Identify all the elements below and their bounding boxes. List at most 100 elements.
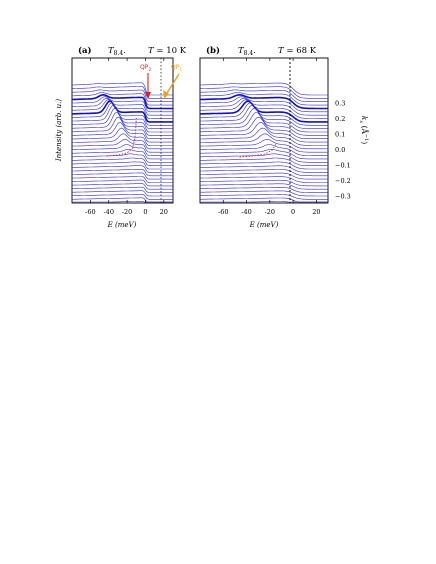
panel-a-curves: [71, 82, 173, 203]
edc-curve: [200, 82, 328, 96]
qp1-arrow: [163, 73, 180, 99]
edc-curve: [72, 161, 173, 170]
kx-tick-label: 0.3: [335, 100, 345, 108]
edc-curve: [200, 153, 328, 163]
right-axis-label: kx (Å−1): [358, 116, 369, 144]
edc-curve: [71, 104, 173, 129]
edc-curve: [200, 144, 328, 156]
x-tick-label: 0: [143, 208, 147, 216]
edc-curve: [199, 194, 328, 200]
panel-a-frame: [71, 57, 174, 204]
x-tick-label: -20: [122, 208, 132, 216]
edc-curve: [200, 116, 328, 139]
edc-curve: [71, 172, 173, 180]
edc-curve: [199, 149, 328, 160]
edc-curve: [199, 92, 328, 106]
edc-curve: [72, 190, 173, 197]
edc-curve: [71, 194, 173, 200]
edc-curve: [200, 186, 328, 193]
edc-curve: [72, 86, 173, 99]
edc-curve: [200, 176, 328, 183]
edc-curve: [72, 179, 173, 187]
edc-curve: [72, 99, 173, 119]
panel-a-letter: (a): [78, 45, 92, 56]
edc-curve: [200, 179, 328, 187]
edc-curve: [72, 201, 173, 203]
edc-curve: [72, 82, 173, 96]
x-tick-label: 0: [291, 208, 295, 216]
panel-b-title: T8.4.: [238, 46, 256, 57]
x-tick-label: -60: [218, 208, 228, 216]
edc-curve: [200, 169, 328, 177]
edc-curve: [199, 108, 328, 133]
dashed-dispersion-trace: [239, 142, 278, 158]
edc-curve: [200, 201, 328, 203]
edc-curve: [199, 133, 328, 150]
edc-curve: [71, 133, 173, 150]
x-tick-label: -40: [241, 208, 251, 216]
edc-curve: [72, 169, 173, 177]
panel-b-temperature: T = 68 K: [278, 46, 317, 56]
edc-curve: [200, 86, 328, 99]
edc-curve: [200, 127, 328, 146]
edc-curve: [200, 139, 328, 153]
qp1-label: QP1: [171, 64, 182, 73]
panel-b-letter: (b): [206, 45, 220, 56]
kx-tick-label: −0.1: [335, 162, 351, 170]
edc-curve: [72, 98, 173, 116]
edc-curve: [199, 104, 328, 129]
edc-curve: [200, 161, 328, 170]
edc-curve: [72, 116, 173, 139]
edc-curve: [200, 98, 328, 116]
x-tick-label: -20: [265, 208, 275, 216]
panel-b-frame: [199, 57, 329, 204]
edc-curve: [71, 92, 173, 106]
edc-curve: [71, 93, 173, 110]
x-tick-label: -60: [85, 208, 95, 216]
edc-curve: [72, 144, 173, 156]
edc-curve: [71, 96, 173, 113]
panel-b-curves: [199, 82, 328, 203]
dashed-dispersion-trace: [106, 117, 137, 157]
edc-curve: [199, 102, 328, 126]
edc-curve: [71, 157, 173, 166]
edc-curve: [200, 122, 328, 143]
edc-curve: [200, 89, 328, 102]
edc-curve: [199, 172, 328, 180]
x-tick-label: -40: [103, 208, 113, 216]
panel-a-x-axis-label: E (meV): [107, 221, 137, 229]
x-tick-label: 20: [160, 208, 168, 216]
edc-curve: [71, 149, 173, 160]
y-axis-label: Intensity (arb. u.): [55, 99, 63, 162]
panel-b-x-axis-label: E (meV): [249, 221, 279, 229]
axis-ticks: -60 -40 -20 0 20 -60 -40 -20 0 20 0.3 0.2 0.1 0.0 −0.1…: [85, 58, 351, 216]
edc-curve: [200, 190, 328, 197]
kx-tick-label: −0.3: [335, 193, 351, 201]
edc-curve: [72, 127, 173, 146]
edc-curve: [72, 139, 173, 153]
qp2-arrow: [145, 73, 151, 99]
edc-curve: [72, 89, 173, 102]
edc-curve: [199, 96, 328, 113]
edc-curve: [72, 176, 173, 183]
edc-curve: [72, 122, 173, 143]
edc-curve: [200, 112, 328, 136]
kx-tick-label: 0.0: [335, 146, 345, 154]
kx-tick-label: −0.2: [335, 177, 351, 185]
edc-curve: [199, 93, 328, 110]
edc-curve: [72, 153, 173, 163]
kx-tick-label: 0.1: [335, 131, 345, 139]
kx-tick-label: 0.2: [335, 115, 345, 123]
qp2-label: QP2: [140, 64, 151, 73]
panel-a-title: T8.4.: [108, 46, 126, 57]
edc-curve: [72, 183, 173, 190]
edc-curve: [71, 102, 173, 126]
edc-curve: [72, 112, 173, 136]
edc-curve: [200, 183, 328, 190]
edc-curve: [199, 165, 328, 173]
x-tick-label: 20: [312, 208, 320, 216]
edc-curve: [200, 100, 328, 123]
dashed-traces: [106, 117, 278, 158]
edc-curve: [71, 165, 173, 173]
